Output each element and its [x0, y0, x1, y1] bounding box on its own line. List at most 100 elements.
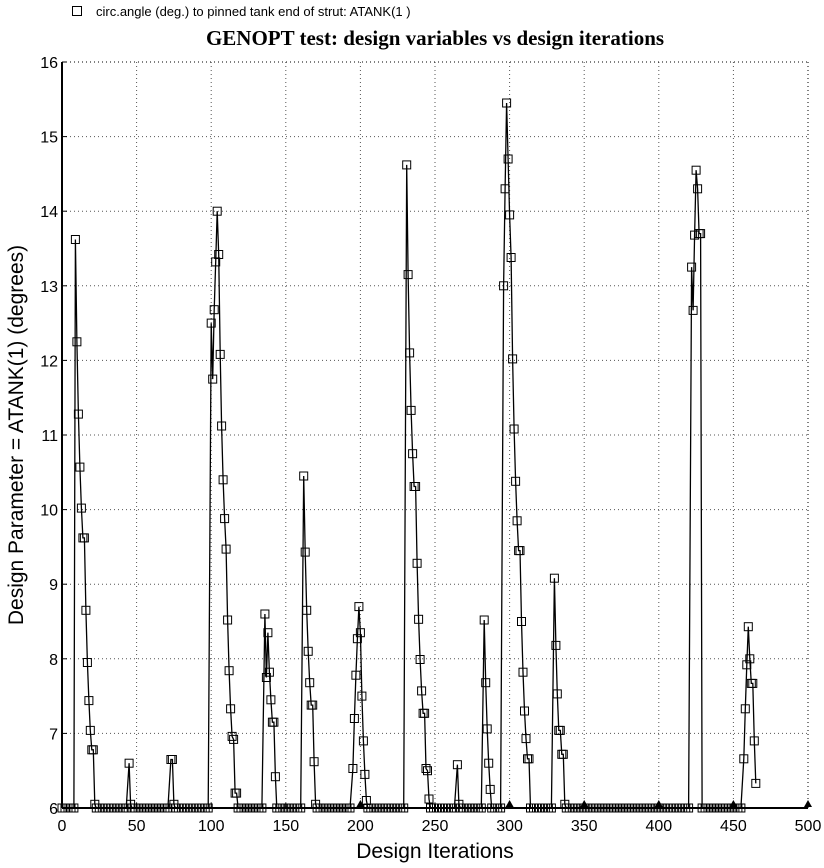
data-point — [417, 686, 427, 696]
data-point — [84, 696, 94, 706]
data-point — [226, 704, 236, 714]
data-point — [308, 700, 318, 710]
data-point — [691, 165, 701, 175]
data-point — [408, 449, 418, 459]
data-point — [88, 745, 98, 755]
data-point — [399, 803, 409, 813]
data-point — [558, 749, 568, 759]
data-point — [263, 628, 273, 638]
data-point — [212, 206, 222, 216]
data-point — [505, 210, 515, 220]
data-point — [85, 725, 95, 735]
x-tick-label: 450 — [720, 818, 747, 835]
y-tick-label: 16 — [40, 55, 58, 72]
data-point — [355, 628, 365, 638]
data-point — [348, 764, 358, 773]
data-point — [555, 725, 565, 735]
filled-baseline-marker — [804, 800, 812, 807]
data-point — [215, 349, 225, 359]
data-point — [357, 691, 367, 701]
data-point — [503, 154, 513, 164]
x-tick-label: 500 — [795, 818, 822, 835]
data-point — [269, 717, 279, 727]
data-point — [257, 803, 267, 813]
x-axis-label: Design Iterations — [356, 840, 514, 863]
filled-baseline-marker — [505, 800, 514, 807]
data-point — [296, 803, 306, 813]
data-point — [72, 337, 82, 347]
data-point — [546, 803, 556, 813]
data-point — [261, 673, 271, 682]
data-point — [266, 695, 276, 705]
data-point — [405, 348, 415, 358]
data-point — [300, 547, 310, 557]
data-point — [496, 803, 506, 813]
legend-series-label: circ.angle (deg.) to pinned tank end of … — [96, 3, 411, 19]
data-point — [403, 270, 413, 280]
data-point — [745, 654, 755, 664]
data-point — [423, 766, 432, 776]
data-point — [402, 160, 412, 170]
data-point — [420, 708, 430, 718]
filled-baseline-marker — [580, 800, 589, 807]
data-point — [70, 235, 80, 244]
filled-baseline-marker — [356, 800, 365, 807]
data-point — [260, 609, 270, 619]
data-point — [218, 475, 228, 485]
y-tick-label: 11 — [41, 428, 58, 445]
data-point — [485, 784, 495, 794]
data-point — [736, 803, 746, 813]
data-point — [224, 666, 234, 676]
data-point — [500, 184, 510, 194]
data-point — [740, 704, 750, 714]
legend: circ.angle (deg.) to pinned tank end of … — [72, 2, 411, 20]
data-point — [214, 250, 224, 259]
x-tick-label: 50 — [128, 818, 146, 835]
data-point — [76, 503, 86, 513]
data-point — [518, 667, 528, 677]
data-point — [499, 281, 509, 291]
data-point — [75, 462, 85, 472]
x-tick-label: 300 — [496, 818, 523, 835]
data-point — [302, 605, 312, 615]
data-point — [229, 734, 239, 744]
data-point — [414, 614, 424, 624]
data-point — [502, 98, 512, 108]
data-point — [515, 546, 525, 556]
data-point — [517, 617, 526, 626]
data-point — [512, 516, 522, 526]
data-point — [412, 558, 422, 568]
data-point — [749, 736, 759, 746]
data-point — [79, 533, 89, 543]
data-point — [743, 622, 753, 632]
data-point — [479, 615, 489, 625]
data-point — [411, 482, 421, 491]
data-point — [352, 634, 362, 644]
data-point — [217, 421, 227, 431]
data-point — [299, 471, 309, 481]
data-point — [221, 544, 231, 554]
x-tick-label: 150 — [272, 818, 299, 835]
data-point — [742, 660, 752, 670]
legend-square-marker-icon — [72, 6, 82, 16]
data-point — [232, 788, 242, 798]
data-point — [270, 772, 280, 782]
data-point — [303, 646, 313, 656]
data-point — [206, 318, 216, 328]
data-point — [358, 736, 368, 746]
y-tick-label: 7 — [49, 726, 58, 743]
data-point — [552, 689, 562, 699]
data-point — [351, 670, 361, 680]
data-point — [220, 514, 230, 524]
data-point — [124, 758, 134, 768]
x-tick-label: 200 — [347, 818, 374, 835]
data-point — [481, 678, 491, 688]
data-point — [73, 409, 83, 419]
data-point — [69, 803, 79, 813]
data-point — [424, 794, 434, 804]
y-tick-label: 9 — [49, 577, 58, 594]
data-point — [345, 803, 355, 813]
x-tick-label: 100 — [198, 818, 225, 835]
data-point — [524, 754, 534, 764]
